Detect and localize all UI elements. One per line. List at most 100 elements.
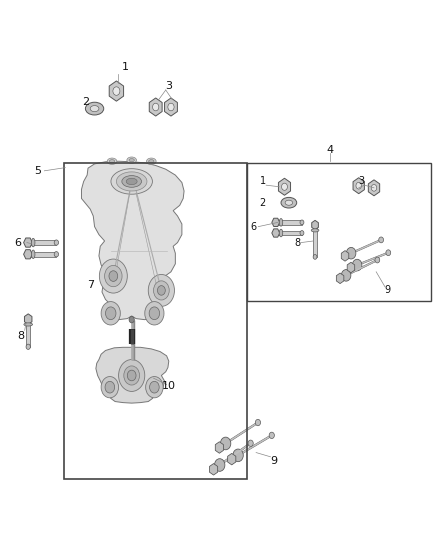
Ellipse shape — [279, 219, 283, 226]
Polygon shape — [209, 464, 218, 475]
Ellipse shape — [32, 250, 35, 259]
Ellipse shape — [107, 158, 117, 165]
Circle shape — [109, 271, 118, 281]
Text: 4: 4 — [327, 144, 334, 155]
Text: 9: 9 — [270, 456, 277, 465]
Ellipse shape — [311, 229, 319, 232]
Text: 6: 6 — [251, 222, 257, 232]
Circle shape — [54, 252, 59, 257]
Polygon shape — [165, 98, 177, 116]
Text: 10: 10 — [162, 381, 176, 391]
Circle shape — [119, 360, 145, 391]
Polygon shape — [272, 218, 280, 227]
Text: 3: 3 — [165, 81, 172, 91]
Circle shape — [145, 302, 164, 325]
Polygon shape — [279, 178, 290, 195]
Polygon shape — [312, 220, 318, 230]
Circle shape — [146, 376, 163, 398]
Text: 1: 1 — [122, 62, 129, 72]
Circle shape — [150, 381, 159, 393]
Circle shape — [152, 103, 159, 111]
Circle shape — [127, 370, 136, 381]
Circle shape — [153, 281, 169, 300]
FancyBboxPatch shape — [29, 240, 57, 245]
Ellipse shape — [127, 157, 137, 164]
Circle shape — [101, 302, 120, 325]
Circle shape — [101, 376, 119, 398]
FancyBboxPatch shape — [313, 225, 317, 257]
Polygon shape — [25, 314, 32, 325]
Circle shape — [375, 257, 380, 263]
Ellipse shape — [126, 178, 137, 184]
Circle shape — [282, 183, 287, 190]
Polygon shape — [81, 161, 184, 320]
Text: 2: 2 — [82, 96, 89, 107]
Circle shape — [105, 265, 122, 287]
Circle shape — [26, 344, 30, 350]
Circle shape — [148, 274, 174, 306]
Circle shape — [371, 184, 377, 191]
Polygon shape — [96, 348, 169, 403]
Circle shape — [386, 250, 391, 256]
Circle shape — [255, 419, 261, 426]
Circle shape — [157, 286, 165, 295]
Ellipse shape — [215, 459, 225, 471]
Ellipse shape — [32, 238, 35, 247]
Ellipse shape — [352, 259, 362, 271]
Ellipse shape — [281, 197, 297, 208]
Text: 8: 8 — [18, 330, 25, 341]
Circle shape — [300, 231, 304, 236]
Circle shape — [168, 103, 174, 111]
Ellipse shape — [129, 159, 134, 162]
Ellipse shape — [149, 160, 154, 163]
Text: 5: 5 — [34, 166, 41, 176]
Ellipse shape — [117, 172, 147, 191]
Circle shape — [99, 259, 127, 293]
Ellipse shape — [90, 106, 99, 111]
Polygon shape — [272, 229, 280, 237]
Circle shape — [113, 87, 120, 95]
Polygon shape — [336, 273, 344, 284]
Polygon shape — [149, 98, 162, 116]
Circle shape — [105, 381, 115, 393]
Polygon shape — [215, 442, 223, 453]
Ellipse shape — [122, 175, 141, 187]
Ellipse shape — [346, 247, 356, 259]
Text: 9: 9 — [384, 286, 390, 295]
Ellipse shape — [110, 160, 115, 163]
FancyBboxPatch shape — [277, 231, 302, 236]
Circle shape — [54, 240, 59, 245]
Circle shape — [149, 307, 159, 320]
Circle shape — [356, 182, 361, 189]
Polygon shape — [353, 177, 364, 193]
Text: 6: 6 — [14, 238, 21, 247]
Polygon shape — [368, 180, 380, 196]
Ellipse shape — [285, 200, 293, 205]
Text: 7: 7 — [87, 280, 94, 290]
Ellipse shape — [233, 449, 243, 462]
Bar — [64, 163, 247, 479]
Polygon shape — [341, 251, 349, 261]
Circle shape — [313, 255, 317, 259]
Ellipse shape — [111, 168, 152, 194]
Ellipse shape — [85, 102, 104, 115]
FancyBboxPatch shape — [29, 252, 57, 257]
Polygon shape — [24, 238, 32, 247]
Circle shape — [129, 317, 134, 323]
FancyBboxPatch shape — [26, 319, 30, 347]
Ellipse shape — [279, 229, 283, 237]
Circle shape — [300, 220, 304, 225]
FancyBboxPatch shape — [277, 220, 302, 225]
Ellipse shape — [220, 437, 231, 450]
Bar — [247, 163, 431, 301]
Ellipse shape — [24, 323, 32, 326]
Polygon shape — [347, 262, 355, 273]
Circle shape — [269, 432, 274, 439]
Text: 8: 8 — [294, 238, 300, 247]
Circle shape — [124, 366, 140, 385]
Circle shape — [248, 440, 253, 447]
Polygon shape — [24, 249, 32, 259]
Ellipse shape — [147, 158, 156, 165]
Text: 3: 3 — [358, 176, 364, 187]
Text: 1: 1 — [260, 176, 266, 187]
